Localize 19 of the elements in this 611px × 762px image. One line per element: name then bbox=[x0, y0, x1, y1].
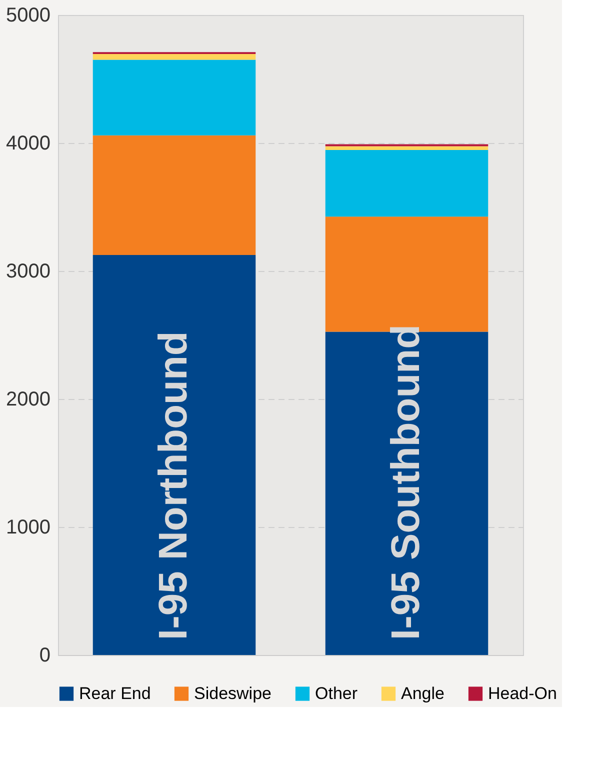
y-tick-label: 3000 bbox=[6, 260, 50, 282]
bar bbox=[325, 146, 488, 150]
legend-label: Head-On bbox=[488, 684, 557, 703]
x-tick-label: I-95 Northbound bbox=[151, 331, 196, 640]
legend-label: Angle bbox=[401, 684, 444, 703]
y-tick-label: 1000 bbox=[6, 516, 50, 538]
y-tick-label: 0 bbox=[39, 644, 50, 666]
bar bbox=[92, 255, 256, 655]
legend-label: Other bbox=[315, 684, 358, 703]
bar bbox=[92, 60, 256, 136]
bar bbox=[92, 135, 256, 255]
y-tick-label: 5000 bbox=[6, 4, 50, 26]
bar bbox=[92, 54, 256, 60]
y-tick-label: 2000 bbox=[6, 388, 50, 410]
x-tick-label: I-95 Southbound bbox=[384, 324, 428, 640]
y-tick-label: 4000 bbox=[6, 132, 50, 154]
bar bbox=[325, 150, 488, 217]
legend-label: Rear End bbox=[79, 684, 151, 703]
legend-label: Sideswipe bbox=[194, 684, 272, 703]
